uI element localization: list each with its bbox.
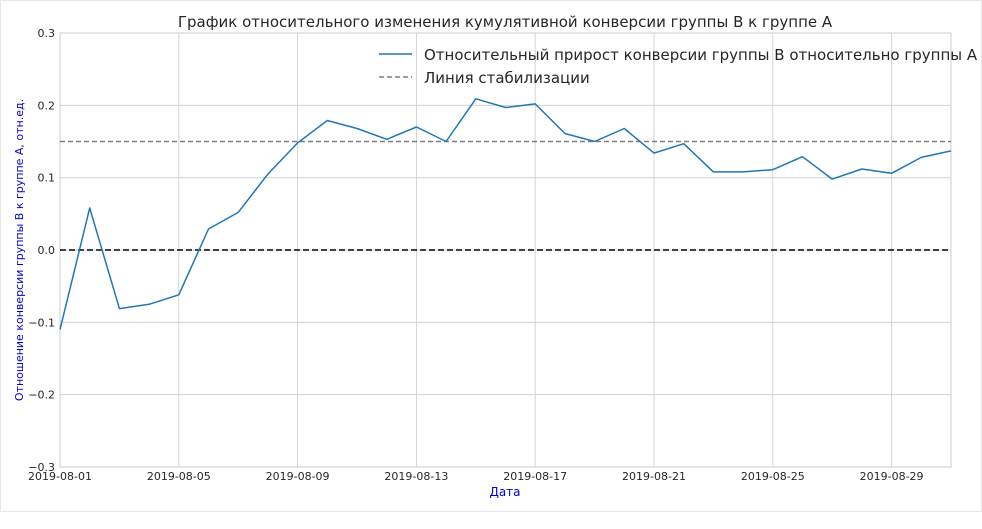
- series-point: [741, 170, 745, 174]
- x-tick-label: 2019-08-21: [622, 470, 686, 483]
- series-point: [58, 328, 62, 332]
- series-line: [59, 98, 952, 330]
- series-point: [563, 132, 567, 136]
- series-point: [860, 167, 864, 171]
- series-point: [236, 210, 240, 214]
- series-point: [771, 168, 775, 172]
- y-tick-label: −0.1: [28, 316, 55, 329]
- series-point: [652, 151, 656, 155]
- x-tick-label: 2019-08-13: [384, 470, 448, 483]
- y-tick-label: 0.0: [38, 244, 56, 257]
- series-point: [266, 172, 270, 176]
- series-point: [593, 140, 597, 144]
- series-point: [296, 141, 300, 145]
- series-point: [504, 106, 508, 110]
- series-point: [147, 302, 151, 306]
- legend-label-stabilization: Линия стабилизации: [424, 69, 590, 87]
- y-tick-label: 0.1: [38, 172, 56, 185]
- series-layer: [58, 97, 953, 332]
- series-point: [533, 102, 537, 106]
- legend-label-series: Относительный прирост конверсии группы B…: [424, 46, 978, 64]
- y-tick-label: 0.3: [38, 27, 56, 40]
- figure-border: [0, 0, 982, 512]
- series-point: [890, 171, 894, 175]
- y-tick-label: −0.2: [28, 389, 55, 402]
- y-tick-label: 0.2: [38, 99, 56, 112]
- series-point: [830, 177, 834, 181]
- chart-title: График относительного изменения кумуляти…: [178, 13, 833, 31]
- x-axis-label: Дата: [489, 485, 520, 499]
- y-axis-label: Отношение конверсии группы B к группе A,…: [13, 99, 26, 401]
- series-point: [919, 155, 923, 159]
- series-point: [949, 149, 953, 153]
- series-point: [117, 307, 121, 311]
- series-point: [622, 126, 626, 130]
- reference-lines: [60, 140, 951, 251]
- x-tick-label: 2019-08-01: [28, 470, 92, 483]
- series-point: [474, 97, 478, 101]
- series-point: [177, 293, 181, 297]
- series-point: [682, 142, 686, 146]
- x-tick-label: 2019-08-17: [503, 470, 567, 483]
- x-tick-label: 2019-08-05: [147, 470, 211, 483]
- y-axis-ticks: −0.3 −0.2 −0.1 0.0 0.1 0.2 0.3: [28, 27, 55, 474]
- x-axis-ticks: 2019-08-01 2019-08-05 2019-08-09 2019-08-13…: [28, 470, 924, 483]
- x-tick-label: 2019-08-29: [860, 470, 924, 483]
- series-point: [801, 155, 805, 159]
- series-point: [711, 170, 715, 174]
- series-point: [444, 140, 448, 144]
- y-tick-label: −0.3: [28, 461, 55, 474]
- series-point: [355, 126, 359, 130]
- x-tick-label: 2019-08-25: [741, 470, 805, 483]
- series-point: [414, 125, 418, 129]
- x-tick-label: 2019-08-09: [266, 470, 330, 483]
- series-point: [385, 137, 389, 141]
- series-point: [88, 206, 92, 210]
- series-point: [207, 227, 211, 231]
- legend: Относительный прирост конверсии группы B…: [379, 46, 978, 87]
- series-point: [325, 119, 329, 123]
